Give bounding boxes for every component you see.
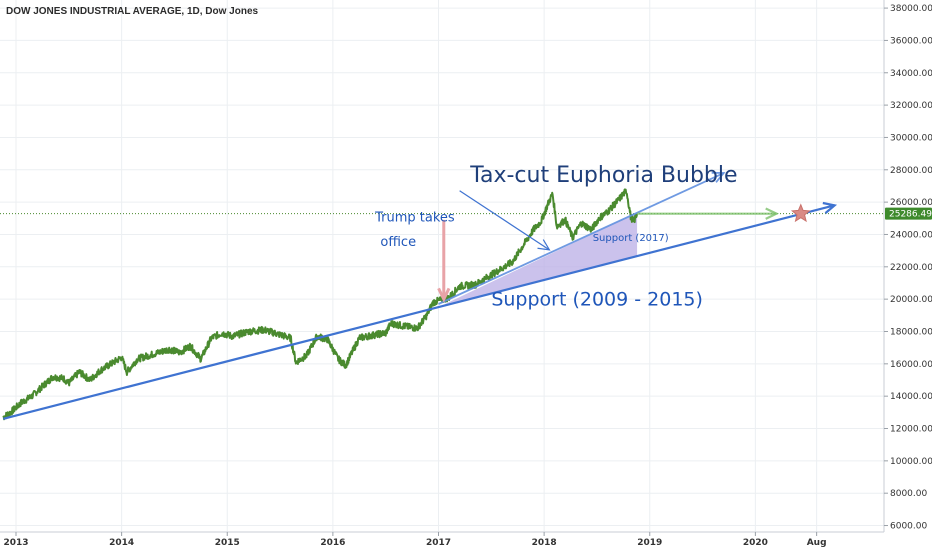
annotation-text: Support (2009 - 2015) <box>491 289 703 311</box>
x-tick-label: 2018 <box>532 538 557 548</box>
trend-layer <box>3 171 838 420</box>
x-tick-label: Aug <box>807 538 827 548</box>
y-tick-label: 38000.00 <box>890 4 932 14</box>
y-tick-label: 6000.00 <box>890 522 927 532</box>
y-tick-label: 20000.00 <box>890 295 932 305</box>
y-tick-label: 32000.00 <box>890 101 932 111</box>
annotation-text: Support (2017) <box>593 233 669 244</box>
support-2009-2015-line-head <box>822 201 838 214</box>
bubble-arrow <box>459 190 550 251</box>
grid-layer <box>0 0 884 532</box>
last-price-label: 25286.49 <box>889 210 932 220</box>
y-tick-label: 14000.00 <box>890 392 932 402</box>
y-tick-label: 26000.00 <box>890 198 932 208</box>
y-tick-label: 12000.00 <box>890 425 932 435</box>
target-star-icon <box>790 203 811 223</box>
y-tick-label: 36000.00 <box>890 36 932 46</box>
support-2017-line-head <box>711 171 726 183</box>
trump-arrow-head <box>437 287 451 303</box>
y-tick-label: 8000.00 <box>890 489 927 499</box>
bubble-arrow-head <box>537 239 551 251</box>
x-tick-label: 2017 <box>426 538 451 548</box>
y-tick-label: 34000.00 <box>890 69 932 79</box>
support-2017-line <box>438 172 725 305</box>
x-tick-label: 2016 <box>320 538 345 548</box>
y-tick-layer: 38000.00 36000.00 34000.00 32000.00 30000.00… <box>884 4 932 532</box>
y-tick-label: 24000.00 <box>890 230 932 240</box>
y-tick-label: 16000.00 <box>890 360 932 370</box>
x-tick-layer: 2013 2014 2015 2016 2017 2018 2019 2020 Aug <box>3 532 827 548</box>
y-tick-label: 22000.00 <box>890 263 932 273</box>
x-tick-label: 2014 <box>109 538 134 548</box>
x-tick-label: 2020 <box>743 538 768 548</box>
annotation-text: Tax-cut Euphoria Bubble <box>469 163 737 188</box>
y-tick-label: 30000.00 <box>890 133 932 143</box>
x-tick-label: 2013 <box>3 538 28 548</box>
y-tick-label: 10000.00 <box>890 457 932 467</box>
support-2009-2015-line <box>3 204 835 420</box>
annotation-text: office <box>380 235 416 250</box>
chart-title: DOW JONES INDUSTRIAL AVERAGE, 1D, Dow Jo… <box>6 6 259 17</box>
x-tick-label: 2019 <box>637 538 662 548</box>
annotation-text: Trump takes <box>374 211 455 226</box>
y-tick-label: 18000.00 <box>890 327 932 337</box>
y-tick-label: 28000.00 <box>890 166 932 176</box>
x-tick-label: 2015 <box>215 538 240 548</box>
last-price-badge: 25286.49 <box>885 207 932 220</box>
annot-layer: Tax-cut Euphoria Bubble Trump takes office… <box>374 163 737 311</box>
horizontal-projection-arrow-head <box>765 207 780 220</box>
